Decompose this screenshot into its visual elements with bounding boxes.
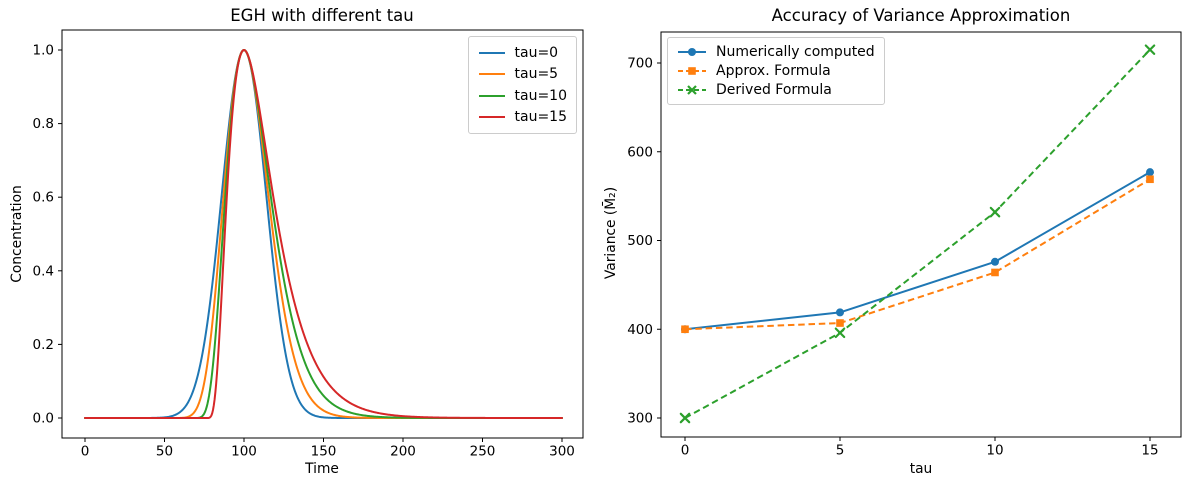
- egh-chart-x-tick-label: 300: [549, 444, 575, 460]
- egh-curve-tau-15: [84, 49, 563, 419]
- variance-series-marker-2: [679, 412, 691, 424]
- legend-swatch-line-icon: [478, 116, 505, 119]
- egh-chart-y-tick-label: 0.6: [33, 190, 54, 206]
- egh-chart-y-tick-label: 0.8: [33, 116, 54, 132]
- left-legend: tau=0 tau=5 tau=10 tau=15: [467, 36, 577, 134]
- left-chart-title: EGH with different tau: [230, 6, 414, 25]
- right-legend: Numerically computed Approx. Formula Deriv…: [667, 37, 885, 105]
- legend-label: Numerically computed: [716, 44, 875, 61]
- variance-series-line-0: [684, 171, 1151, 331]
- egh-chart-x-tick-label: 250: [470, 444, 496, 460]
- egh-chart-spines: [61, 29, 584, 439]
- right-ylabel: Variance (M̄₂): [603, 186, 619, 280]
- egh-chart-x-tick-label: 100: [231, 444, 257, 460]
- variance-series-marker-0: [1146, 168, 1154, 177]
- legend-item-3: tau=15: [478, 107, 568, 128]
- variance-series-marker-0: [836, 308, 844, 317]
- legend-swatch-line-icon: [478, 51, 505, 54]
- variance-chart-y-tick-label: 400: [627, 322, 653, 338]
- egh-chart-x-tick-label: 0: [81, 444, 90, 460]
- variance-series-marker-2: [989, 206, 1001, 218]
- left-ylabel: Concentration: [9, 185, 25, 283]
- variance-series-marker-1: [991, 268, 999, 277]
- legend-item-1: tau=5: [478, 64, 568, 85]
- egh-chart-x-tick-label: 200: [390, 444, 416, 460]
- legend-swatch-square-icon: [678, 67, 706, 75]
- egh-chart-x-tick-label: 50: [156, 444, 173, 460]
- legend-item-2: Derived Formula: [677, 81, 875, 99]
- legend-swatch-circle-icon: [678, 48, 706, 57]
- legend-label: tau=10: [514, 87, 568, 104]
- variance-chart-y-tick-label: 300: [627, 411, 653, 427]
- variance-chart-spines: [660, 31, 1182, 438]
- egh-chart-y-tick-label: 1.0: [33, 43, 54, 59]
- right-xlabel: tau: [909, 461, 933, 477]
- variance-series-marker-1: [1146, 175, 1154, 184]
- variance-series-marker-2: [834, 327, 846, 339]
- variance-chart-y-tick-label: 700: [627, 56, 653, 72]
- variance-chart-x-tick-label: 0: [681, 443, 690, 459]
- legend-item-0: Numerically computed: [677, 43, 875, 61]
- legend-swatch-line-icon: [478, 94, 505, 97]
- variance-series-marker-0: [991, 257, 999, 266]
- variance-series-marker-1: [681, 325, 689, 334]
- variance-series-marker-2: [1144, 44, 1156, 55]
- variance-chart-y-tick-label: 500: [627, 233, 653, 249]
- legend-item-0: tau=0: [478, 42, 568, 63]
- variance-series-marker-1: [836, 319, 844, 327]
- egh-chart-y-tick-label: 0.0: [33, 411, 54, 427]
- egh-chart-x-tick-label: 150: [311, 444, 337, 460]
- egh-chart-y-tick-label: 0.4: [33, 263, 54, 279]
- variance-chart-x-tick-label: 5: [836, 443, 845, 459]
- legend-label: tau=15: [514, 109, 568, 126]
- legend-label: tau=5: [514, 66, 559, 83]
- variance-series-line-1: [684, 178, 1151, 331]
- variance-chart-x-tick-label: 10: [986, 443, 1003, 459]
- legend-label: Derived Formula: [716, 81, 832, 98]
- left-xlabel: Time: [305, 461, 339, 477]
- legend-item-2: tau=10: [478, 85, 568, 106]
- variance-chart-y-tick-label: 600: [627, 144, 653, 160]
- legend-swatch-x-icon: [678, 84, 706, 95]
- legend-label: tau=0: [514, 44, 559, 61]
- right-chart-title: Accuracy of Variance Approximation: [771, 6, 1071, 25]
- legend-label: Approx. Formula: [716, 62, 831, 79]
- variance-chart-x-tick-label: 15: [1141, 443, 1158, 459]
- legend-swatch-line-icon: [478, 73, 505, 76]
- egh-chart-y-tick-label: 0.2: [33, 337, 54, 353]
- variance-series-line-2: [684, 48, 1151, 419]
- legend-item-1: Approx. Formula: [677, 62, 875, 80]
